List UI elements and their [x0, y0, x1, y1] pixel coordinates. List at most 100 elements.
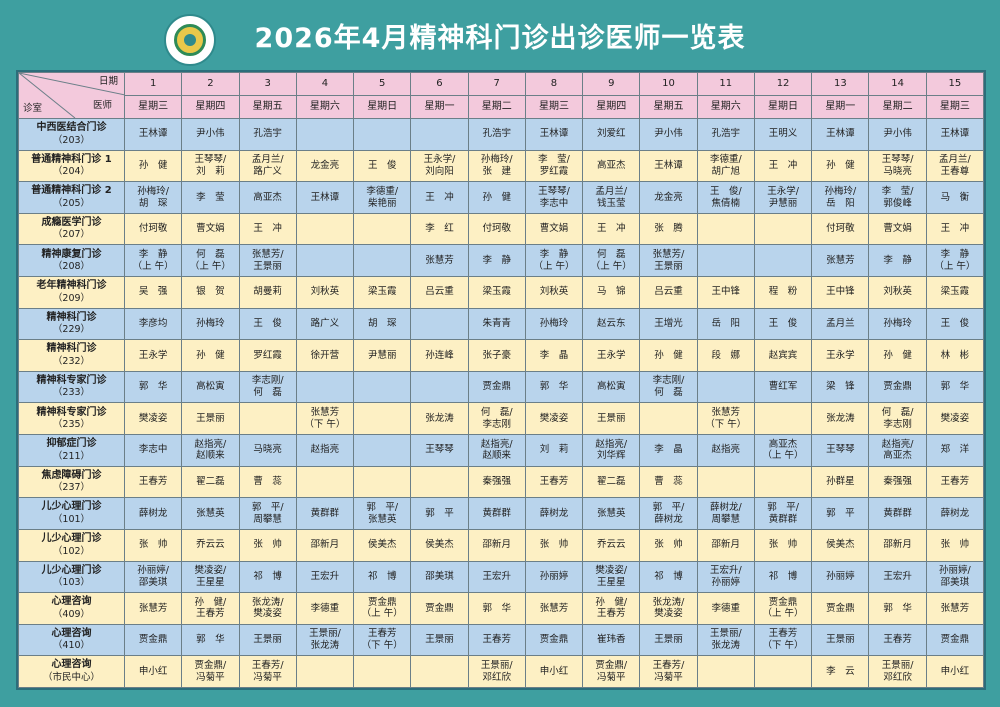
- date-header-cell: 3: [238, 72, 297, 96]
- doctor-name: 李 晶: [539, 349, 569, 361]
- date-header-cell: 11: [696, 72, 755, 96]
- doctor-name: 王景丽: [425, 634, 454, 646]
- weekday-header-cell: 星期日: [353, 95, 412, 119]
- doctor-name: 祁 博: [253, 570, 282, 582]
- doctor-name: 孙 健: [138, 159, 168, 171]
- doctor-name: 贾金鼎: [940, 634, 970, 646]
- hospital-logo: [164, 14, 216, 66]
- doctor-name: 付珂敬: [482, 223, 511, 235]
- doctor-name: 郑 洋: [940, 444, 970, 456]
- clinic-name: 儿少心理门诊: [41, 533, 102, 545]
- doctor-name: 赵指亮/: [595, 438, 628, 450]
- doctor-name: 王景丽/: [709, 628, 742, 640]
- table-row: 中西医结合门诊 （203） 王林谭 尹小伟 孔浩宇 孔浩宇 王林谭 刘爱红 尹小伟 孔浩宇 王明义 王…: [18, 118, 985, 151]
- doctor-cell: 高松寅: [582, 370, 641, 404]
- clinic-name-cell: 老年精神科门诊 （209）: [18, 276, 125, 309]
- doctor-name: 孙梅玲/: [480, 154, 513, 166]
- doctor-name: 李 静: [138, 248, 168, 260]
- doctor-name: 黄群群: [768, 513, 798, 525]
- doctor-name: 孙丽婷/: [137, 564, 169, 576]
- doctor-name: 岳 阳: [711, 318, 741, 330]
- doctor-name: 王中锋: [826, 286, 855, 298]
- doctor-cell: 贾金鼎: [467, 370, 526, 404]
- doctor-cell: 王林谭: [524, 118, 584, 151]
- doctor-name: 樊凌姿: [654, 608, 683, 620]
- clinic-name-cell: 精神科门诊 （232）: [18, 339, 125, 372]
- doctor-cell: [410, 118, 469, 151]
- clinic-room: （205）: [52, 197, 91, 209]
- doctor-name: 王琴琴: [425, 444, 454, 456]
- weekday-header-cell: 星期三: [123, 95, 183, 119]
- doctor-name: 王春芳: [768, 628, 798, 640]
- doctor-cell: 王永学/尹慧丽: [753, 181, 813, 214]
- clinic-name-cell: 焦虑障碍门诊 （237）: [18, 465, 125, 499]
- doctor-name: 王增光: [654, 318, 683, 330]
- doctor-name: （上 午）: [762, 450, 804, 462]
- doctor-cell: 孙梅玲: [868, 307, 927, 341]
- doctor-name: 曹 蕊: [654, 476, 683, 488]
- doctor-cell: 刘秋英: [868, 276, 927, 309]
- doctor-cell: 申小红: [925, 655, 985, 688]
- weekday-header-cell: 星期三: [524, 95, 584, 119]
- doctor-name: 梁玉霞: [367, 286, 397, 298]
- table-row: 精神科门诊 （232） 王永学 孙 健 罗红霞 徐开营 尹慧丽 孙连峰 张子豪 李 晶 王永学 孙 健…: [18, 339, 985, 372]
- doctor-cell: [295, 118, 355, 151]
- clinic-name: 精神科门诊: [46, 311, 97, 323]
- doctor-name: 付珂敬: [826, 223, 855, 235]
- doctor-name: 孙梅玲/: [137, 185, 169, 197]
- doctor-name: 李 莹/: [538, 154, 570, 166]
- doctor-cell: 贾金鼎: [925, 623, 985, 657]
- table-row: 精神科专家门诊 （235） 樊凌姿 王景丽 张慧芳 （下 午） 张龙涛何 磊/李志刚 樊凌姿王…: [18, 402, 985, 436]
- doctor-name: （上 午）: [132, 260, 174, 272]
- doctor-name: 李彦均: [138, 318, 168, 330]
- doctor-name: 侯美杰: [367, 539, 397, 551]
- doctor-cell: [753, 402, 813, 436]
- doctor-name: 赵指亮: [310, 444, 340, 456]
- doctor-cell: 王景丽: [238, 623, 297, 657]
- doctor-name: 邵新月: [310, 539, 340, 551]
- doctor-name: 王春尊: [940, 165, 970, 177]
- doctor-name: 尹慧丽: [367, 349, 397, 361]
- clinic-room: （237）: [52, 482, 91, 494]
- date-header-cell: 13: [811, 72, 870, 96]
- doctor-name: （下 午）: [762, 640, 804, 652]
- clinic-name-cell: 精神科专家门诊 （233）: [18, 370, 125, 404]
- doctor-name: 李德重/: [709, 154, 742, 166]
- page-title: 2026年4月精神科门诊出诊医师一览表: [254, 23, 746, 54]
- doctor-cell: 黄群群: [868, 497, 927, 530]
- doctor-name: 王春芳: [597, 608, 626, 620]
- doctor-name: 薛树龙: [539, 507, 569, 519]
- doctor-cell: 孟月兰/钱玉莹: [582, 181, 641, 214]
- doctor-name: 王宏升: [883, 570, 912, 582]
- doctor-name: 张慧英: [367, 513, 397, 525]
- doctor-name: 侯美杰: [425, 539, 454, 551]
- doctor-cell: 赵云东: [582, 307, 641, 341]
- doctor-cell: 王春芳 （下 午）: [753, 623, 813, 657]
- doctor-name: 李 静: [940, 248, 970, 260]
- doctor-cell: 孙 健: [811, 149, 870, 183]
- doctor-name: 梁 锋: [826, 381, 855, 393]
- doctor-cell: 王琴琴: [410, 434, 469, 467]
- doctor-name: 孙梅玲: [196, 318, 225, 330]
- doctor-cell: 郭 华: [467, 592, 526, 625]
- doctor-cell: 孙梅玲/胡 琛: [123, 181, 183, 214]
- doctor-name: 马晓亮: [253, 444, 282, 456]
- doctor-name: 张慧英: [597, 507, 626, 519]
- doctor-cell: 刘秋英: [524, 276, 584, 309]
- doctor-name: 邵新月: [883, 539, 912, 551]
- doctor-cell: [353, 212, 412, 246]
- doctor-cell: 王永学/刘向阳: [410, 149, 469, 183]
- doctor-cell: 李德重: [295, 592, 355, 625]
- doctor-cell: 梁 锋: [811, 370, 870, 404]
- doctor-name: 黄群群: [883, 507, 912, 519]
- doctor-cell: 朱青青: [467, 307, 526, 341]
- logo-emblem-icon: [174, 24, 206, 56]
- doctor-name: 王景丽: [253, 260, 282, 272]
- doctor-name: 王琴琴: [826, 444, 855, 456]
- corner-date-label: 日期: [98, 76, 118, 87]
- doctor-name: 樊凌姿: [253, 608, 282, 620]
- doctor-name: 钱玉莹: [597, 197, 626, 209]
- doctor-cell: 王林谭: [639, 149, 698, 183]
- doctor-name: 李 静: [883, 254, 912, 266]
- doctor-cell: 曹文娟: [868, 212, 927, 246]
